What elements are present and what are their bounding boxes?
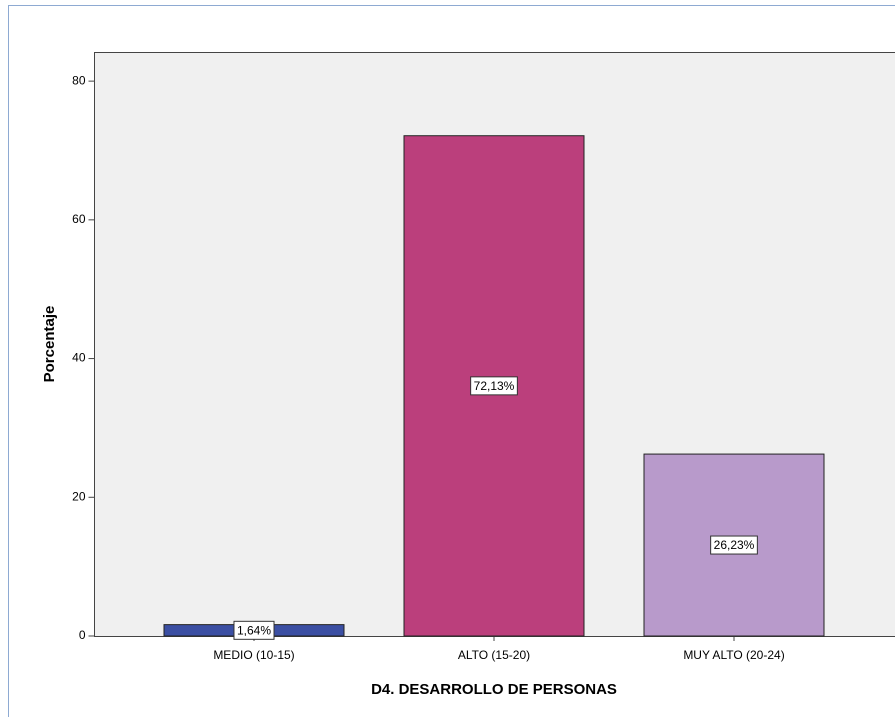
value-label: 26,23% <box>714 538 755 552</box>
x-tick-label: ALTO (15-20) <box>458 648 530 662</box>
value-label: 72,13% <box>474 379 515 393</box>
value-label-box <box>710 535 758 555</box>
y-axis-label: Porcentaje <box>41 306 58 383</box>
x-tick-label: MEDIO (10-15) <box>213 648 294 662</box>
y-tick-label: 80 <box>72 73 86 87</box>
y-tick-label: 60 <box>72 212 86 226</box>
value-label-box <box>470 376 518 396</box>
y-tick-label: 0 <box>79 628 86 642</box>
value-label: 1,64% <box>237 623 271 637</box>
value-label-box <box>233 620 275 640</box>
y-tick-label: 40 <box>72 351 86 365</box>
y-tick-label: 20 <box>72 489 86 503</box>
x-axis-label: D4. DESARROLLO DE PERSONAS <box>371 681 617 698</box>
x-tick-label: MUY ALTO (20-24) <box>683 648 784 662</box>
